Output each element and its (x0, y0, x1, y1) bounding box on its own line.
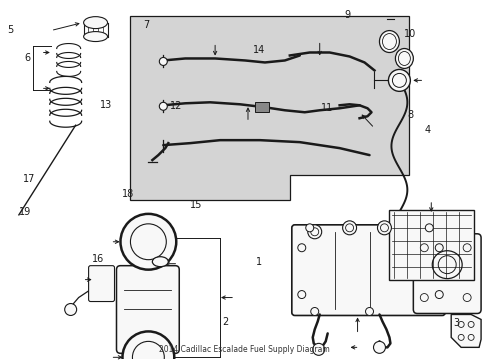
Text: 14: 14 (252, 45, 264, 55)
Ellipse shape (431, 251, 461, 279)
FancyBboxPatch shape (412, 234, 480, 314)
Circle shape (462, 293, 470, 302)
Circle shape (159, 102, 167, 110)
Ellipse shape (152, 257, 168, 267)
Circle shape (462, 244, 470, 252)
Text: 15: 15 (189, 200, 202, 210)
Ellipse shape (387, 69, 409, 91)
FancyBboxPatch shape (291, 225, 444, 315)
Text: 7: 7 (142, 20, 149, 30)
Polygon shape (130, 15, 408, 200)
Circle shape (307, 225, 321, 239)
Ellipse shape (395, 49, 412, 68)
Bar (254, 102, 268, 112)
Circle shape (434, 291, 442, 298)
Text: 1: 1 (256, 257, 262, 267)
Circle shape (467, 334, 473, 340)
FancyBboxPatch shape (388, 210, 473, 280)
Circle shape (310, 228, 318, 236)
Circle shape (425, 224, 432, 232)
Ellipse shape (379, 31, 399, 53)
Text: 16: 16 (92, 254, 104, 264)
Circle shape (297, 291, 305, 298)
Ellipse shape (382, 33, 396, 50)
Text: 6: 6 (24, 53, 31, 63)
Ellipse shape (437, 256, 455, 274)
Circle shape (380, 224, 387, 232)
FancyBboxPatch shape (88, 266, 114, 302)
Circle shape (312, 343, 324, 355)
Circle shape (159, 58, 167, 66)
Circle shape (342, 221, 356, 235)
Text: 18: 18 (121, 189, 133, 199)
Circle shape (467, 321, 473, 328)
Text: 3: 3 (452, 319, 459, 328)
Circle shape (457, 334, 463, 340)
Circle shape (420, 244, 427, 252)
Text: 2: 2 (222, 317, 228, 327)
Text: 8: 8 (406, 110, 412, 120)
Circle shape (345, 224, 353, 232)
Circle shape (420, 293, 427, 302)
Text: 17: 17 (23, 174, 35, 184)
Text: 2014 Cadillac Escalade Fuel Supply Diagram: 2014 Cadillac Escalade Fuel Supply Diagr… (159, 345, 329, 354)
Text: 4: 4 (423, 125, 429, 135)
Text: 13: 13 (100, 100, 112, 110)
Ellipse shape (398, 51, 409, 66)
FancyBboxPatch shape (116, 266, 179, 353)
Circle shape (122, 332, 174, 360)
Ellipse shape (392, 73, 406, 87)
Circle shape (457, 321, 463, 328)
Circle shape (130, 224, 166, 260)
Text: 5: 5 (7, 25, 14, 35)
Polygon shape (450, 315, 480, 347)
Circle shape (297, 244, 305, 252)
Circle shape (310, 307, 318, 315)
Circle shape (365, 307, 373, 315)
Circle shape (373, 341, 385, 353)
Text: 10: 10 (403, 29, 415, 39)
Text: 19: 19 (19, 207, 31, 217)
Circle shape (434, 244, 442, 252)
Text: 11: 11 (321, 103, 333, 113)
Text: 12: 12 (170, 102, 182, 112)
Circle shape (120, 214, 176, 270)
Ellipse shape (83, 17, 107, 28)
Text: 9: 9 (344, 10, 350, 20)
Circle shape (377, 221, 390, 235)
Circle shape (132, 341, 164, 360)
Circle shape (64, 303, 77, 315)
Ellipse shape (83, 32, 107, 41)
Circle shape (305, 224, 313, 232)
